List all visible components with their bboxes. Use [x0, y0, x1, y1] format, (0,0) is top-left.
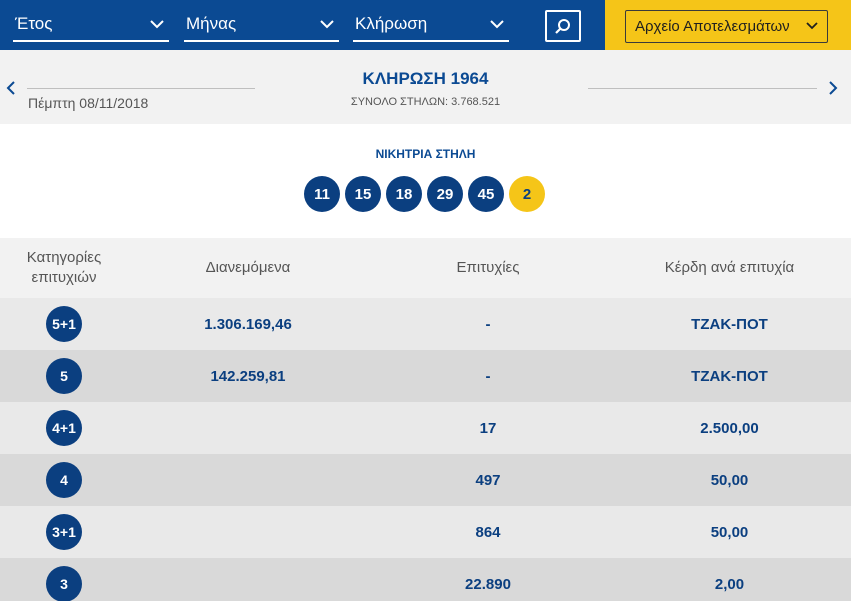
search-button[interactable]: [545, 10, 581, 42]
results-archive-label: Αρχείο Αποτελεσμάτων: [635, 18, 790, 35]
winners-cell: 17: [479, 419, 497, 437]
year-select[interactable]: Έτος: [13, 10, 169, 42]
table-row: 3 22.890 2,00: [0, 558, 851, 601]
header-distributed: Διανεμόμενα: [205, 259, 291, 276]
table-row: 5+1 1.306.169,46 - ΤΖΑΚ-ΠΟΤ: [0, 298, 851, 350]
chevron-down-icon: [490, 20, 504, 29]
category-badge: 5+1: [46, 306, 82, 342]
winners-cell: 22.890: [465, 575, 511, 593]
header-category-label: Κατηγορίες επιτυχιών: [26, 249, 102, 286]
winning-number-ball: 15: [345, 176, 381, 212]
category-badge: 3+1: [46, 514, 82, 550]
category-badge: 4: [46, 462, 82, 498]
header-prize: Κέρδη ανά επιτυχία: [664, 259, 795, 276]
table-row: 4+1 17 2.500,00: [0, 402, 851, 454]
winning-number-ball: 18: [386, 176, 422, 212]
chevron-down-icon: [150, 20, 164, 29]
winning-number-ball: 29: [427, 176, 463, 212]
header-winners: Επιτυχίες: [456, 259, 520, 276]
chevron-left-icon[interactable]: [4, 80, 18, 96]
winners-cell: 864: [475, 523, 501, 541]
category-badge: 5: [46, 358, 82, 394]
results-table-header: Κατηγορίες επιτυχιών Διανεμόμενα Επιτυχί…: [0, 238, 851, 298]
prize-cell: 2.500,00: [700, 419, 759, 437]
draw-select-label: Κλήρωση: [355, 14, 428, 33]
winning-column-title: ΝΙΚΗΤΡΙΑ ΣΤΗΛΗ: [375, 147, 476, 161]
distributed-cell: [128, 454, 368, 506]
joker-number-ball: 2: [509, 176, 545, 212]
chevron-right-icon[interactable]: [826, 80, 840, 96]
chevron-down-icon: [806, 22, 818, 30]
search-icon: [555, 19, 570, 34]
month-select[interactable]: Μήνας: [184, 10, 339, 42]
draw-header: Πέμπτη 08/11/2018 ΚΛΗΡΩΣΗ 1964 ΣΥΝΟΛΟ ΣΤ…: [0, 50, 851, 124]
winning-number-ball: 11: [304, 176, 340, 212]
chevron-down-icon: [320, 20, 334, 29]
draw-select[interactable]: Κλήρωση: [353, 10, 509, 42]
distributed-cell: 1.306.169,46: [204, 315, 292, 333]
winners-cell: 497: [475, 471, 501, 489]
table-row: 5 142.259,81 - ΤΖΑΚ-ΠΟΤ: [0, 350, 851, 402]
draw-total-columns: ΣΥΝΟΛΟ ΣΤΗΛΩΝ: 3.768.521: [350, 96, 501, 108]
prize-cell: 2,00: [714, 575, 745, 593]
winning-numbers: 11 15 18 29 45 2: [304, 176, 545, 212]
top-filter-bar: Έτος Μήνας Κλήρωση Αρχείο Αποτελεσμάτων: [0, 0, 851, 50]
table-row: 4 497 50,00: [0, 454, 851, 506]
archive-area: Αρχείο Αποτελεσμάτων: [605, 0, 851, 50]
distributed-cell: 142.259,81: [210, 367, 286, 385]
category-badge: 4+1: [46, 410, 82, 446]
divider-right: [588, 88, 817, 89]
winners-cell: -: [485, 367, 491, 385]
draw-date: Πέμπτη 08/11/2018: [28, 95, 149, 111]
prize-cell: 50,00: [710, 523, 749, 541]
distributed-cell: [128, 506, 368, 558]
distributed-cell: [128, 558, 368, 601]
year-select-label: Έτος: [15, 14, 53, 33]
prize-cell: ΤΖΑΚ-ΠΟΤ: [691, 367, 768, 385]
draw-title: ΚΛΗΡΩΣΗ 1964: [362, 69, 489, 88]
winning-number-ball: 45: [468, 176, 504, 212]
divider-left: [27, 88, 255, 89]
category-badge: 3: [46, 566, 82, 601]
distributed-cell: [128, 402, 368, 454]
prize-cell: ΤΖΑΚ-ΠΟΤ: [691, 315, 768, 333]
prize-cell: 50,00: [710, 471, 749, 489]
results-archive-button[interactable]: Αρχείο Αποτελεσμάτων: [625, 10, 828, 43]
month-select-label: Μήνας: [186, 14, 237, 33]
header-category: Κατηγορίες επιτυχιών: [0, 238, 128, 298]
winners-cell: -: [485, 315, 491, 333]
table-row: 3+1 864 50,00: [0, 506, 851, 558]
